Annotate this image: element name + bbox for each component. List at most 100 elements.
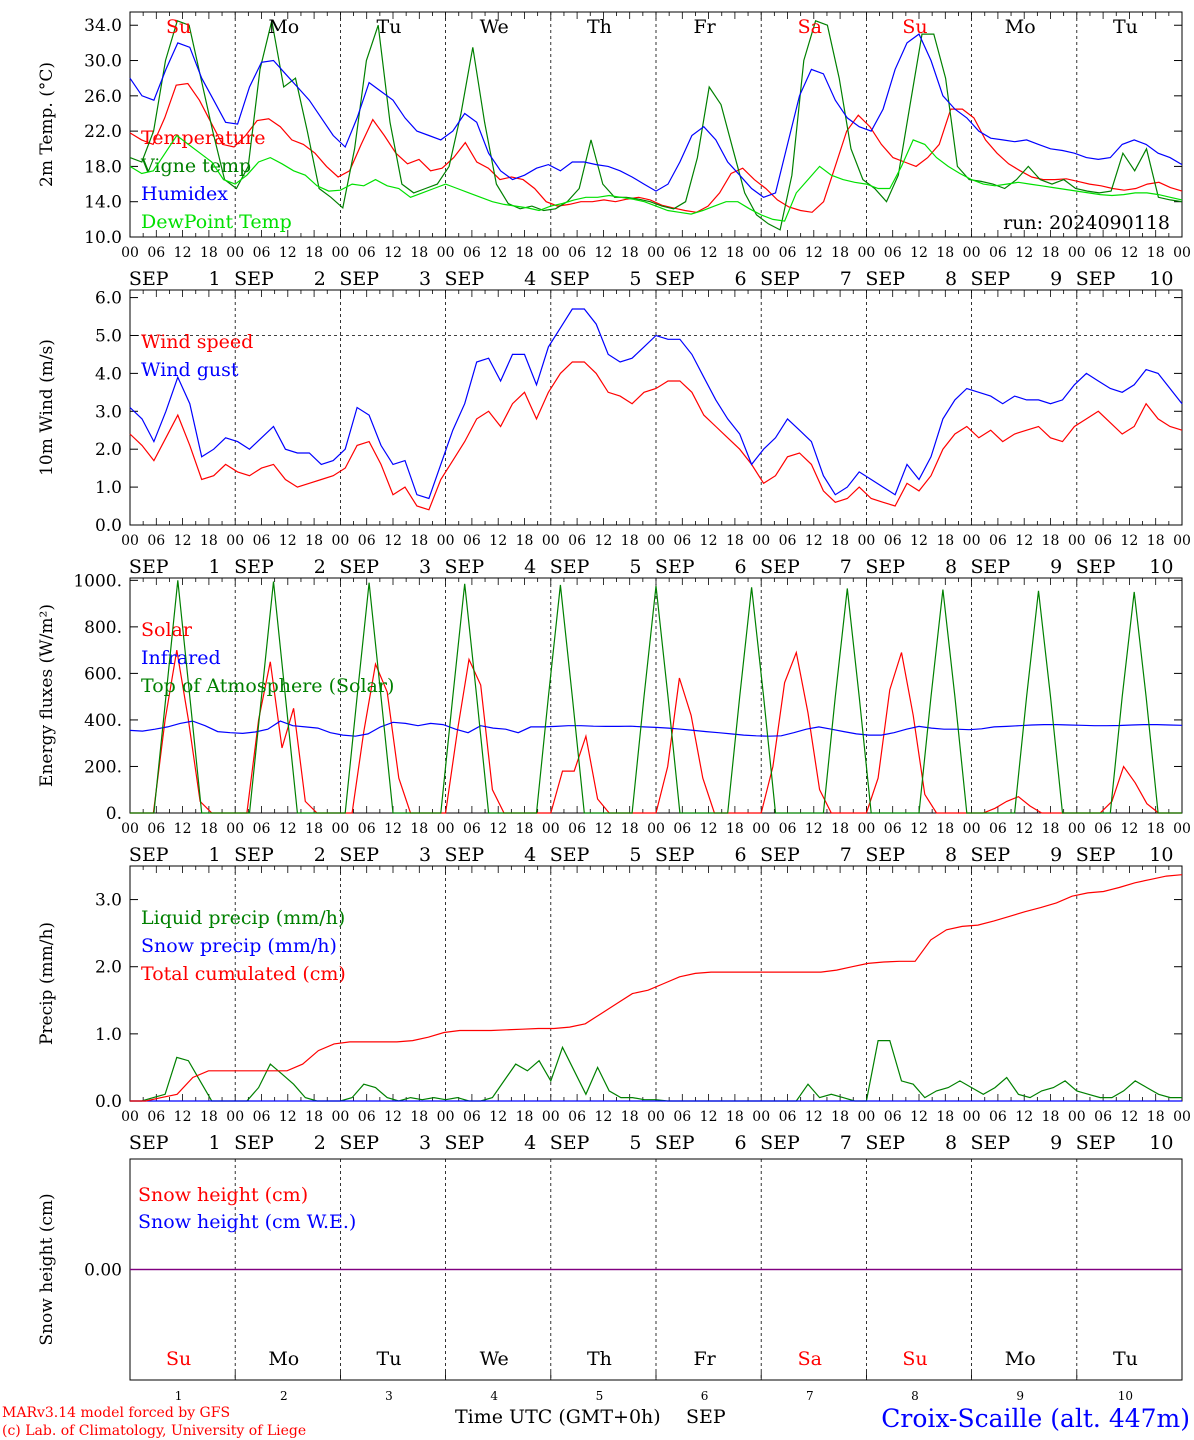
x-hour-label: 18 — [1147, 821, 1165, 837]
plot-frame — [129, 11, 1183, 238]
y-tick-label: 1.0 — [95, 478, 122, 498]
x-hour-label: 06 — [884, 245, 902, 261]
y-axis-label: Energy fluxes (W/m²) — [37, 604, 57, 787]
y-tick-label: 14.0 — [84, 193, 122, 213]
x-day-number: 4 — [524, 844, 536, 866]
x-day-number: 2 — [314, 556, 326, 578]
x-hour-label: 12 — [174, 533, 192, 549]
x-hour-label: 00 — [1068, 533, 1086, 549]
x-day-number: 5 — [629, 844, 641, 866]
x-hour-label: 00 — [647, 533, 665, 549]
x-hour-label: 00 — [963, 245, 981, 261]
x-hour-label: 18 — [410, 821, 428, 837]
y-tick-label: 4.0 — [95, 364, 122, 384]
x-hour-label: 06 — [568, 245, 586, 261]
footer-copyright: (c) Lab. of Climatology, University of L… — [2, 1423, 306, 1439]
x-hour-label: 06 — [568, 1109, 586, 1125]
x-hour-label: 06 — [358, 533, 376, 549]
x-hour-label: 06 — [358, 821, 376, 837]
x-month-label: SEP — [129, 1132, 169, 1154]
y-tick-label: 0.0 — [95, 516, 122, 536]
x-hour-label: 06 — [1094, 1109, 1112, 1125]
weekday-label: Mo — [1005, 16, 1036, 38]
x-hour-label: 12 — [1015, 1109, 1033, 1125]
x-month-label: SEP — [1076, 1132, 1116, 1154]
x-day-number: 2 — [314, 844, 326, 866]
x-day-number: 1 — [209, 1132, 221, 1154]
x-hour-label: 06 — [358, 245, 376, 261]
x-hour-label: 12 — [489, 821, 507, 837]
weekday-label: We — [480, 1348, 509, 1370]
x-hour-label: 06 — [463, 245, 481, 261]
x-hour-label: 12 — [174, 1109, 192, 1125]
y-axis-label: 10m Wind (m/s) — [37, 339, 57, 476]
x-hour-label: 00 — [1068, 1109, 1086, 1125]
x-hour-label: 18 — [621, 1109, 639, 1125]
x-hour-label: 12 — [594, 533, 612, 549]
x-hour-label: 06 — [989, 245, 1007, 261]
x-hour-label: 18 — [410, 245, 428, 261]
x-day-number: 3 — [385, 1389, 393, 1403]
x-hour-label: 18 — [516, 821, 534, 837]
weekday-label: Fr — [693, 16, 716, 38]
x-day-number: 8 — [945, 844, 957, 866]
legend-entry: Infrared — [141, 647, 221, 669]
x-hour-label: 18 — [305, 533, 323, 549]
x-month-label: SEP — [339, 1132, 379, 1154]
legend-entry: Solar — [141, 619, 193, 641]
x-month-label: SEP — [550, 1132, 590, 1154]
x-month-label: SEP — [550, 268, 590, 290]
x-hour-label: 00 — [1173, 1109, 1191, 1125]
x-hour-label: 06 — [673, 245, 691, 261]
weekday-label: Mo — [268, 16, 299, 38]
x-hour-label: 18 — [621, 533, 639, 549]
x-hour-label: 00 — [226, 821, 244, 837]
series-line-total-cumulated-cm- — [130, 874, 1183, 1102]
x-day-number: 10 — [1149, 1132, 1173, 1154]
x-hour-label: 00 — [542, 245, 560, 261]
series-line-wind-speed — [129, 361, 1183, 511]
x-month-label: SEP — [971, 1132, 1011, 1154]
x-month-label: SEP — [445, 844, 485, 866]
x-hour-label: 00 — [752, 1109, 770, 1125]
y-tick-label: 3.0 — [95, 891, 122, 911]
x-day-number: 9 — [1050, 556, 1062, 578]
x-month-label: SEP — [655, 556, 695, 578]
weekday-label: Su — [902, 1348, 927, 1370]
x-day-number: 1 — [209, 556, 221, 578]
x-hour-label: 12 — [279, 821, 297, 837]
x-hour-label: 12 — [1015, 533, 1033, 549]
x-hour-label: 18 — [410, 533, 428, 549]
footer-model-credit: MARv3.14 model forced by GFS — [2, 1405, 230, 1421]
x-hour-label: 00 — [647, 1109, 665, 1125]
x-day-number: 3 — [419, 844, 431, 866]
x-hour-label: 12 — [700, 245, 718, 261]
x-hour-label: 00 — [331, 245, 349, 261]
weekday-label: Tu — [377, 1348, 402, 1370]
x-month-label: SEP — [234, 1132, 274, 1154]
legend-entry: Wind speed — [141, 331, 253, 353]
x-day-number: 9 — [1050, 844, 1062, 866]
y-tick-label: 800. — [84, 618, 122, 638]
legend-entry: Snow precip (mm/h) — [141, 935, 337, 957]
x-day-number: 5 — [629, 1132, 641, 1154]
x-day-number: 1 — [175, 1389, 183, 1403]
x-hour-label: 06 — [463, 1109, 481, 1125]
x-hour-label: 06 — [989, 1109, 1007, 1125]
x-hour-label: 00 — [857, 1109, 875, 1125]
x-hour-label: 12 — [384, 821, 402, 837]
x-hour-label: 18 — [200, 821, 218, 837]
x-day-number: 4 — [524, 268, 536, 290]
x-hour-label: 12 — [805, 821, 823, 837]
x-day-number: 6 — [735, 556, 747, 578]
weekday-label: Tu — [1113, 16, 1138, 38]
x-hour-label: 06 — [1094, 533, 1112, 549]
x-hour-label: 00 — [1173, 821, 1191, 837]
y-tick-label: 2.0 — [95, 958, 122, 978]
x-day-number: 10 — [1118, 1389, 1133, 1403]
series-line-temperature — [129, 82, 1183, 213]
x-hour-label: 00 — [1068, 821, 1086, 837]
y-tick-label: 400. — [84, 711, 122, 731]
x-hour-label: 06 — [253, 821, 271, 837]
